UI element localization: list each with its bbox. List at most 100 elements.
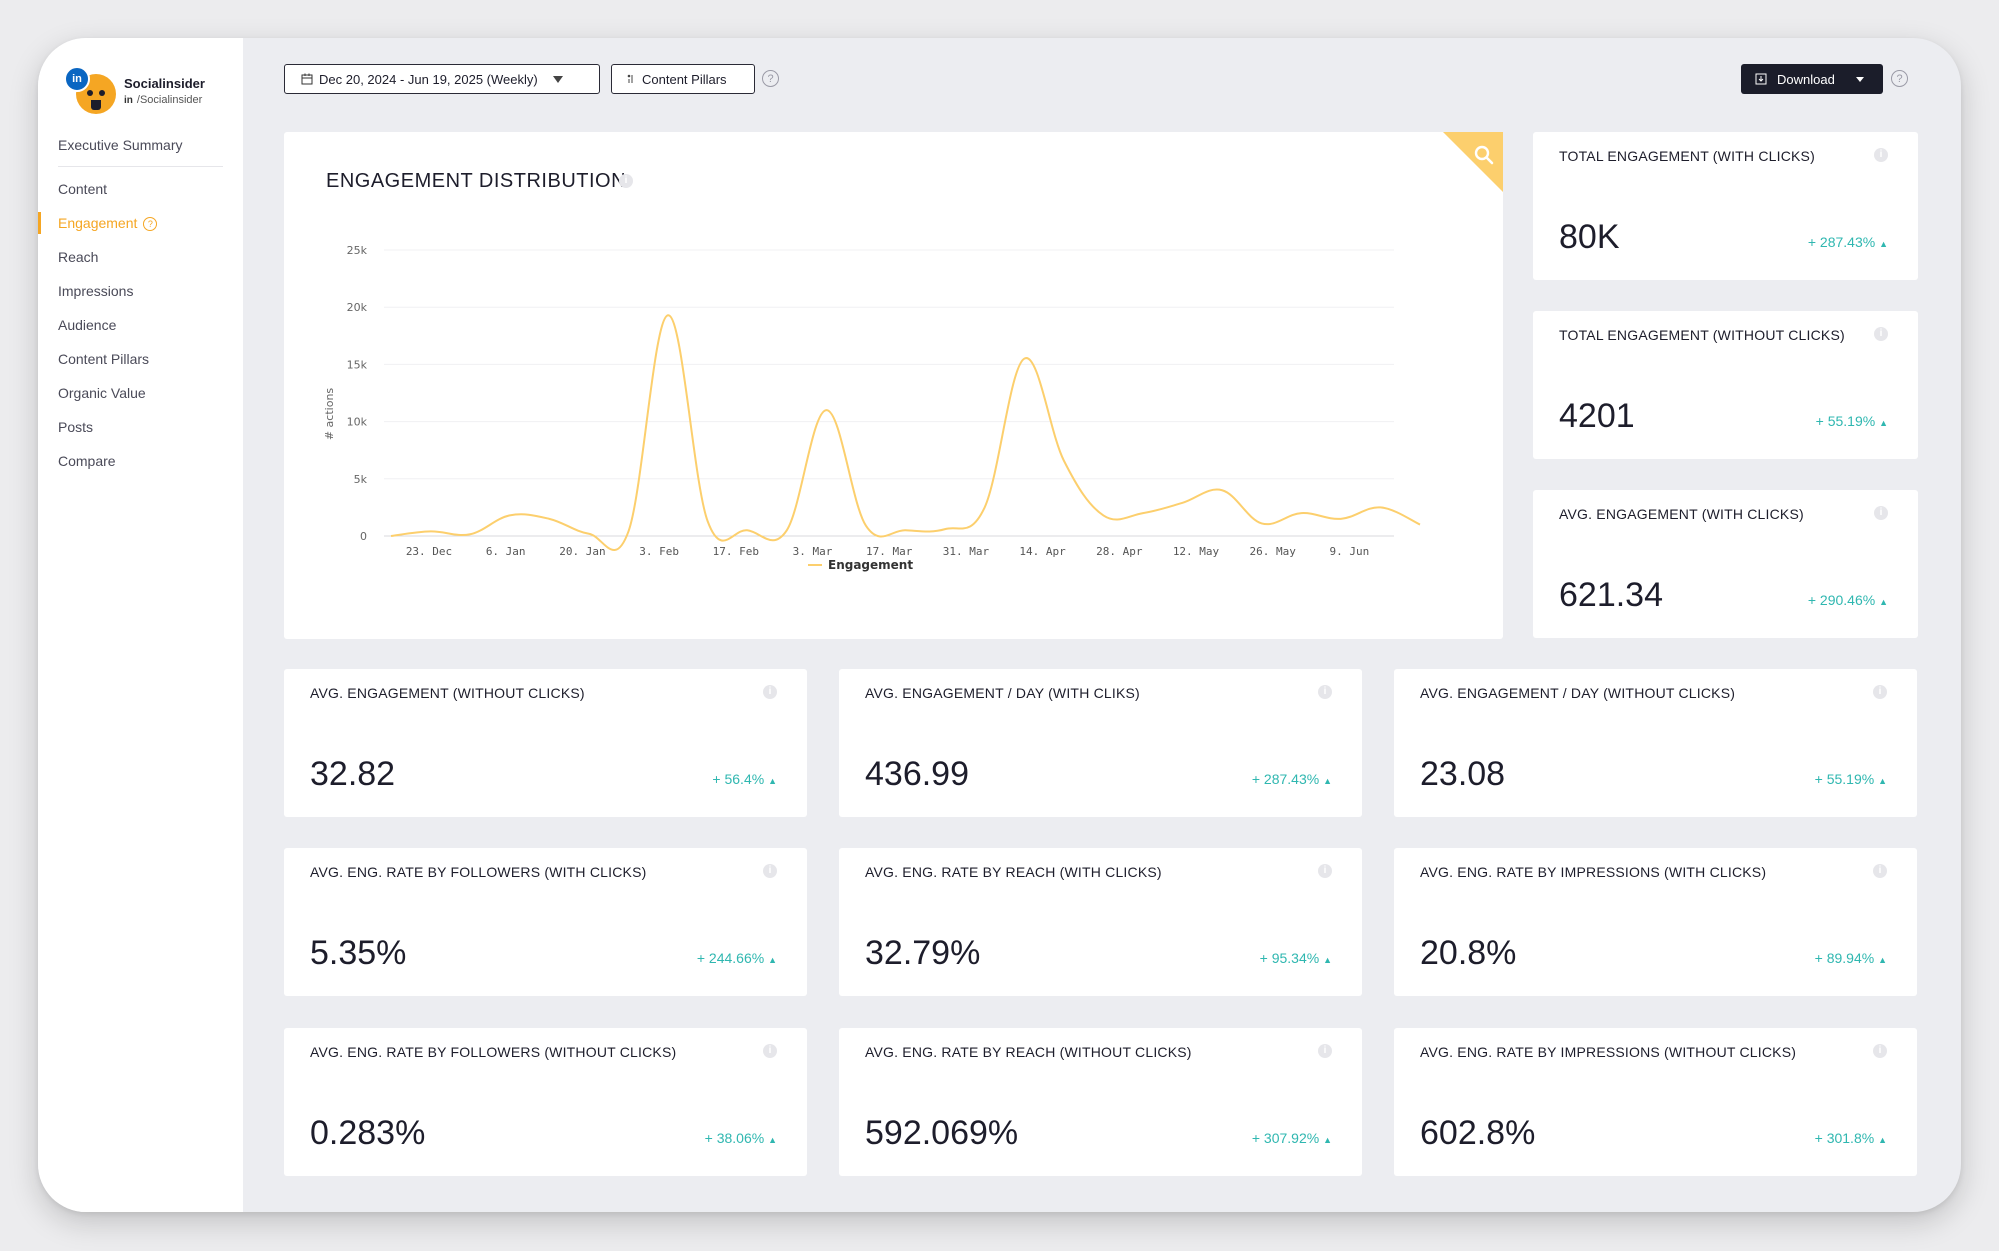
metric-change: + 244.66% ▲	[696, 950, 777, 966]
data-point[interactable]	[1140, 510, 1146, 516]
data-point[interactable]	[823, 407, 829, 413]
profile-handle: in/Socialinsider	[124, 94, 203, 106]
metric-value: 602.8%	[1420, 1114, 1536, 1152]
metric-title: AVG. ENGAGEMENT (WITHOUT CLICKS)	[310, 685, 585, 701]
data-point[interactable]	[546, 516, 552, 522]
chart-title: ENGAGEMENT DISTRIBUTION	[326, 170, 627, 192]
arrow-up-icon: ▲	[1323, 955, 1332, 965]
info-icon[interactable]: i	[1874, 148, 1888, 162]
data-point[interactable]	[1417, 522, 1423, 528]
data-point[interactable]	[1100, 512, 1106, 518]
x-tick-label: 9. Jun	[1330, 545, 1370, 558]
data-point[interactable]	[1298, 510, 1304, 516]
data-point[interactable]	[1180, 500, 1186, 506]
metric-value: 5.35%	[310, 934, 407, 972]
metric-card: AVG. ENGAGEMENT / DAY (WITHOUT CLICKS) i 2…	[1394, 669, 1917, 817]
data-point[interactable]	[1061, 457, 1067, 463]
help-icon[interactable]: ?	[1891, 70, 1908, 87]
data-point[interactable]	[982, 504, 988, 510]
sidebar-item-content-pillars[interactable]: Content Pillars	[58, 351, 150, 367]
sidebar-item-reach[interactable]: Reach	[58, 249, 99, 265]
data-point[interactable]	[586, 531, 592, 537]
data-point[interactable]	[784, 527, 790, 533]
info-icon[interactable]: i	[1874, 327, 1888, 341]
data-point[interactable]	[467, 531, 473, 537]
data-point[interactable]	[388, 533, 394, 539]
profile-name: Socialinsider	[124, 76, 205, 91]
metric-value: 436.99	[865, 755, 969, 793]
data-point[interactable]	[1259, 520, 1265, 526]
data-point[interactable]	[625, 528, 631, 534]
data-point[interactable]	[1338, 516, 1344, 522]
sidebar-nav: Executive Summary Content Engagement? Re…	[38, 128, 243, 478]
sidebar-item-engagement[interactable]: Engagement?	[38, 206, 243, 240]
sidebar-item-impressions[interactable]: Impressions	[58, 283, 134, 299]
metric-title: TOTAL ENGAGEMENT (WITHOUT CLICKS)	[1559, 327, 1845, 343]
chart-legend[interactable]: Engagement	[808, 558, 913, 572]
metric-card: AVG. ENG. RATE BY REACH (WITHOUT CLICKS)…	[839, 1028, 1362, 1176]
metric-card: AVG. ENG. RATE BY REACH (WITH CLICKS) i 32…	[839, 848, 1362, 996]
data-point[interactable]	[863, 523, 869, 529]
metric-card: AVG. ENG. RATE BY IMPRESSIONS (WITH CLIC…	[1394, 848, 1917, 996]
arrow-up-icon: ▲	[768, 1135, 777, 1145]
sidebar-item-compare[interactable]: Compare	[58, 453, 116, 469]
info-icon[interactable]: i	[1318, 685, 1332, 699]
legend-label: Engagement	[828, 558, 913, 572]
info-icon[interactable]: i	[763, 1044, 777, 1058]
data-point[interactable]	[428, 528, 434, 534]
data-point[interactable]	[744, 527, 750, 533]
info-icon[interactable]: i	[1873, 1044, 1887, 1058]
arrow-up-icon: ▲	[1879, 418, 1888, 428]
metric-change: + 307.92% ▲	[1251, 1130, 1332, 1146]
data-point[interactable]	[903, 527, 909, 533]
sidebar-item-content[interactable]: Content	[58, 181, 108, 197]
metric-change: + 287.43% ▲	[1807, 234, 1888, 250]
info-icon[interactable]: i	[1318, 864, 1332, 878]
metric-card: AVG. ENGAGEMENT / DAY (WITH CLIKS) i 436.9…	[839, 669, 1362, 817]
search-icon	[1474, 145, 1490, 161]
data-point[interactable]	[1377, 504, 1383, 510]
zoom-corner-button[interactable]	[1443, 132, 1503, 192]
sidebar-item-audience[interactable]: Audience	[58, 317, 117, 333]
sidebar-item-organic-value[interactable]: Organic Value	[58, 385, 146, 401]
help-icon[interactable]: ?	[143, 217, 158, 231]
arrow-up-icon: ▲	[1878, 1135, 1887, 1145]
date-range-picker[interactable]: Dec 20, 2024 - Jun 19, 2025 (Weekly)	[284, 64, 600, 94]
metric-change: + 56.4% ▲	[712, 771, 777, 787]
content-pillars-button[interactable]: Content Pillars	[611, 64, 755, 94]
data-point[interactable]	[942, 526, 948, 532]
info-icon[interactable]: i	[763, 864, 777, 878]
metric-card: AVG. ENG. RATE BY IMPRESSIONS (WITHOUT C…	[1394, 1028, 1917, 1176]
help-icon[interactable]: ?	[762, 70, 779, 87]
sidebar-item-posts[interactable]: Posts	[58, 419, 94, 435]
info-icon[interactable]: i	[763, 685, 777, 699]
data-point[interactable]	[1219, 487, 1225, 493]
sidebar-item-executive-summary[interactable]: Executive Summary	[38, 128, 243, 167]
metric-title: TOTAL ENGAGEMENT (WITH CLICKS)	[1559, 148, 1815, 164]
metric-change: + 55.19% ▲	[1815, 413, 1888, 429]
download-icon	[1755, 73, 1767, 85]
data-point[interactable]	[665, 312, 671, 318]
metric-value: 80K	[1559, 218, 1620, 256]
info-icon[interactable]: i	[1874, 506, 1888, 520]
info-icon[interactable]: i	[1873, 685, 1887, 699]
engagement-distribution-card: ENGAGEMENT DISTRIBUTION i 25k 20k 15k 10k 5k…	[284, 132, 1503, 639]
metric-value: 32.79%	[865, 934, 981, 972]
data-point[interactable]	[705, 518, 711, 524]
info-icon[interactable]: i	[619, 174, 633, 188]
y-tick-label: 25k	[347, 244, 368, 257]
info-icon[interactable]: i	[1873, 864, 1887, 878]
data-point[interactable]	[507, 512, 513, 518]
arrow-up-icon: ▲	[1323, 1135, 1332, 1145]
info-icon[interactable]: i	[1318, 1044, 1332, 1058]
metric-title: AVG. ENGAGEMENT (WITH CLICKS)	[1559, 506, 1804, 522]
metric-card: AVG. ENG. RATE BY FOLLOWERS (WITHOUT CLI…	[284, 1028, 807, 1176]
data-point[interactable]	[1021, 356, 1027, 362]
metric-title: AVG. ENGAGEMENT / DAY (WITHOUT CLICKS)	[1420, 685, 1736, 701]
metric-value: 23.08	[1420, 755, 1506, 793]
profile-header[interactable]: in Socialinsider in/Socialinsider	[58, 52, 238, 114]
metric-change: + 287.43% ▲	[1251, 771, 1332, 787]
x-tick-label: 3. Feb	[639, 545, 679, 558]
download-button[interactable]: Download	[1741, 64, 1883, 94]
caret-down-icon[interactable]	[1855, 75, 1865, 83]
